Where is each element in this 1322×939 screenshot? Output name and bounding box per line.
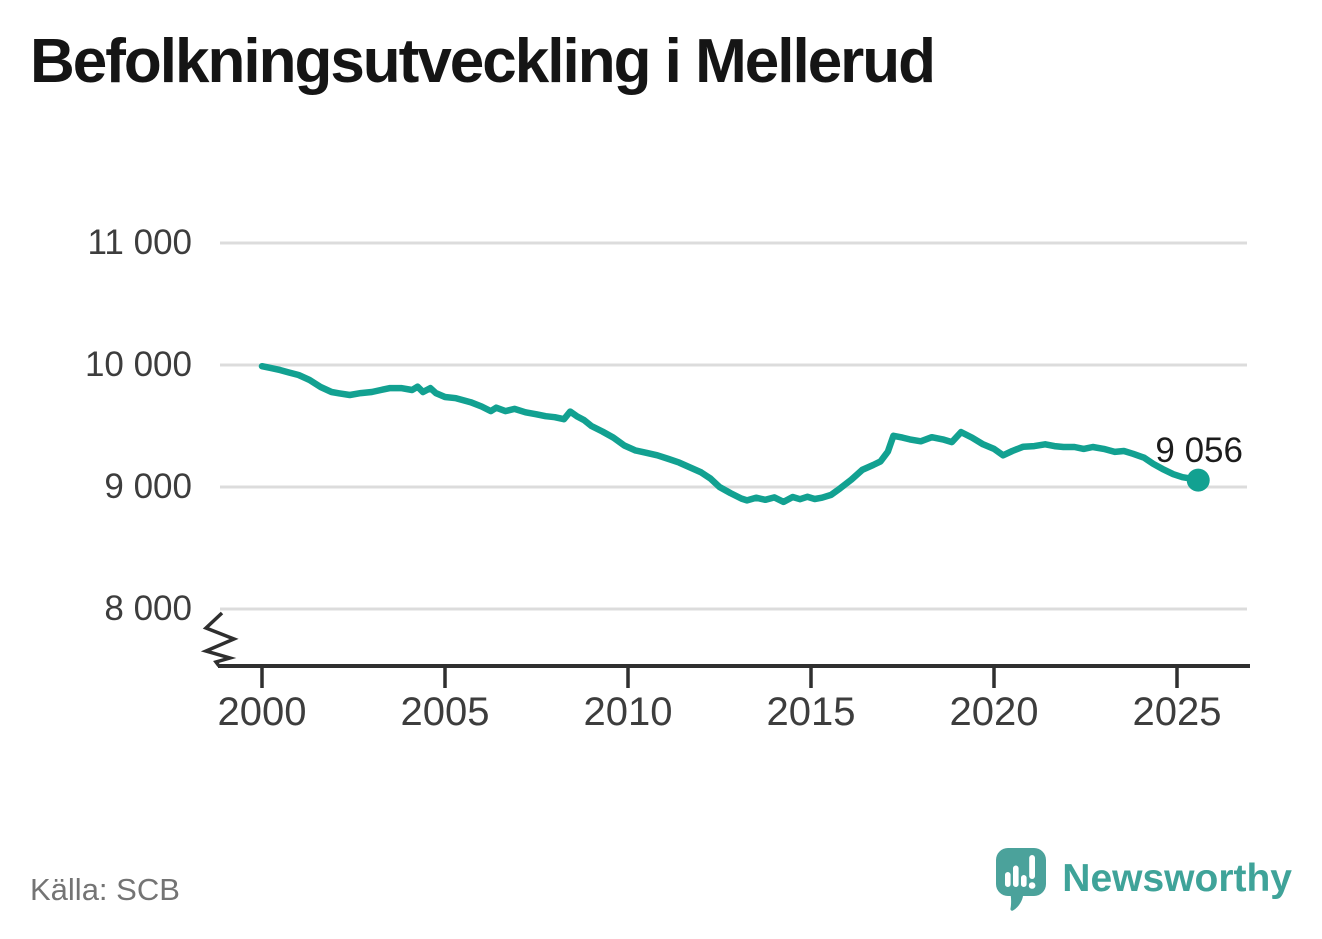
newsworthy-branding: Newsworthy	[994, 846, 1292, 912]
logo-bar-3	[1021, 875, 1027, 887]
x-tick-label: 2015	[766, 690, 856, 734]
newsworthy-wordmark: Newsworthy	[1062, 857, 1292, 900]
end-value-label: 9 056	[1155, 431, 1243, 470]
source-note: Källa: SCB	[30, 872, 180, 907]
logo-exclamation-bar	[1029, 855, 1036, 879]
logo-exclamation-dot	[1029, 882, 1036, 889]
gridlines	[220, 241, 1247, 611]
y-axis-break-icon	[200, 611, 239, 668]
y-tick-label: 11 000	[87, 223, 192, 262]
end-point-marker	[1186, 468, 1210, 492]
y-tick-label: 9 000	[104, 467, 192, 506]
x-tick-label: 2000	[217, 690, 307, 734]
population-line	[258, 362, 1202, 506]
newsworthy-logo-icon	[996, 848, 1047, 911]
logo-bar-2	[1013, 865, 1019, 887]
x-tick-label: 2005	[400, 690, 490, 734]
x-axis	[200, 611, 1250, 688]
x-tick-label: 2020	[949, 690, 1039, 734]
logo-bar-1	[1005, 872, 1011, 887]
y-tick-label: 8 000	[104, 589, 192, 628]
x-tick-label: 2025	[1132, 690, 1222, 734]
y-tick-label: 10 000	[84, 345, 192, 384]
page-title: Befolkningsutveckling i Mellerud	[30, 27, 936, 96]
population-line-series	[258, 362, 1210, 506]
x-tick-label: 2010	[583, 690, 673, 734]
